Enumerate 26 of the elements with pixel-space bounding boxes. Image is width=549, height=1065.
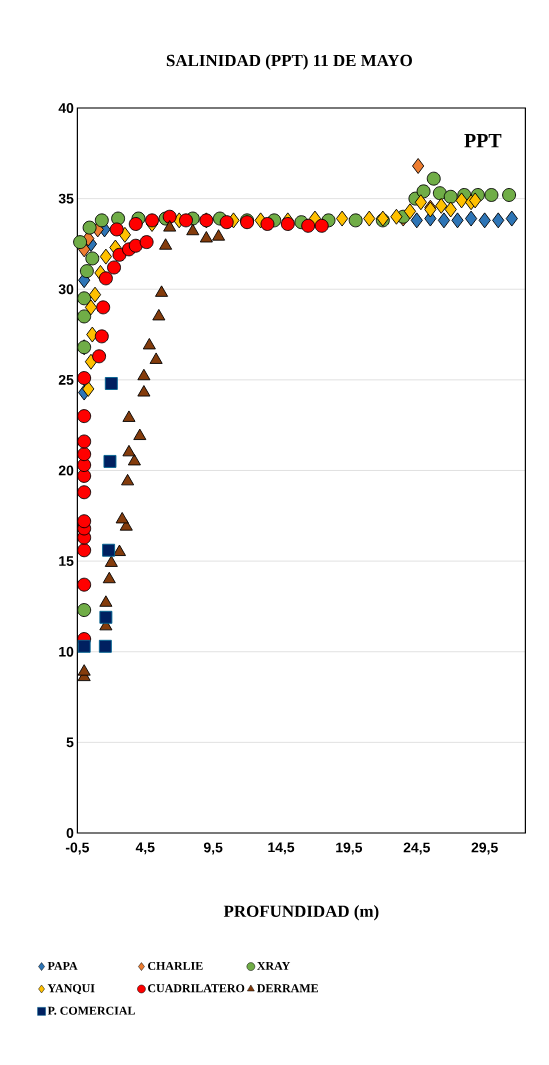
x-tick-label: -0,5 bbox=[65, 842, 89, 855]
legend-label: CHARLIE bbox=[147, 961, 203, 970]
y-tick-label: 20 bbox=[58, 465, 74, 476]
chart-title: SALINIDAD (PPT) 11 DE MAYO bbox=[166, 54, 412, 70]
x-tick-label: 14,5 bbox=[268, 842, 295, 855]
y-tick-label: 35 bbox=[58, 193, 74, 204]
y-tick-label: 25 bbox=[58, 374, 74, 385]
legend-label: YANQUI bbox=[47, 984, 95, 995]
legend-label: XRAY bbox=[256, 961, 290, 970]
x-axis-title: PROFUNDIDAD (m) bbox=[223, 905, 379, 921]
legend-label: PAPA bbox=[47, 961, 78, 970]
x-tick-label: 24,5 bbox=[403, 842, 430, 855]
y-tick-label: 30 bbox=[58, 284, 74, 295]
annotation: PPT bbox=[464, 134, 502, 148]
y-tick-label: 15 bbox=[59, 556, 74, 566]
legend-label: DERRAME bbox=[256, 984, 318, 993]
y-tick-label: 5 bbox=[66, 737, 74, 748]
x-tick-label: 9,5 bbox=[203, 842, 223, 855]
x-tick-label: 29,5 bbox=[471, 842, 498, 855]
y-tick-label: 0 bbox=[66, 828, 74, 838]
x-tick-label: 4,5 bbox=[135, 842, 155, 855]
legend-label: CUADRILATERO bbox=[147, 984, 245, 993]
x-tick-label: 19,5 bbox=[336, 842, 362, 855]
y-tick-label: 10 bbox=[59, 646, 74, 657]
legend-label: P. COMERCIAL bbox=[47, 1006, 135, 1015]
y-tick-label: 40 bbox=[58, 103, 74, 113]
